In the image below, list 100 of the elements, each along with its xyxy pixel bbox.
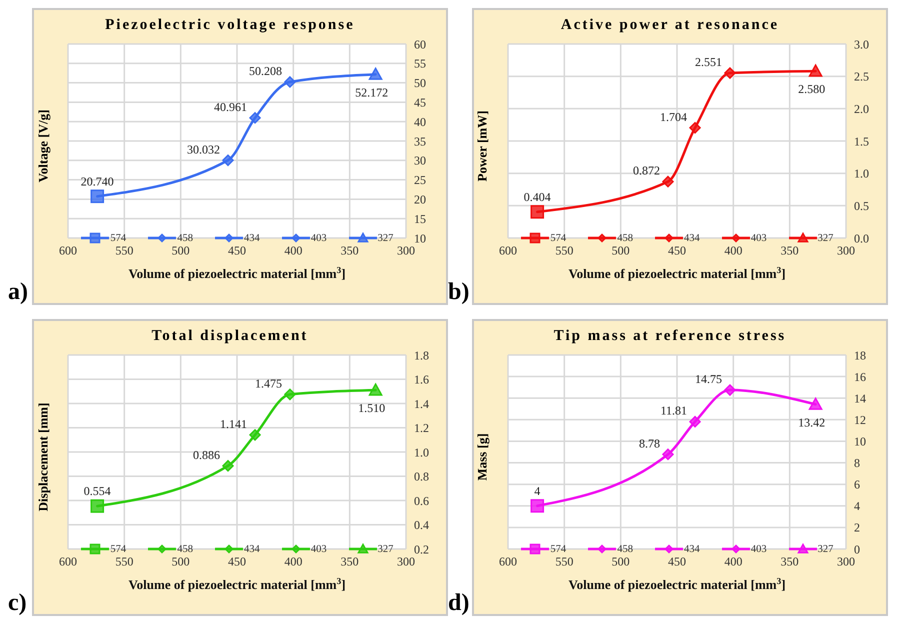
y-axis-title: Voltage [V/g]: [34, 110, 51, 182]
x-tick-label: 500: [612, 244, 630, 258]
point: [368, 383, 382, 396]
data-label: 4: [534, 484, 540, 498]
data-label: 30.032: [186, 142, 220, 156]
x-tick-label: 500: [172, 244, 190, 258]
x-tick-label: 350: [340, 554, 359, 569]
text: b): [448, 279, 470, 305]
y-tick-label: 1.4: [414, 396, 429, 411]
legend-label: 434: [684, 232, 700, 244]
y-tick-label: 1.5: [854, 134, 869, 148]
x-tick-label: 450: [668, 554, 686, 569]
data-label: 1.475: [254, 376, 282, 390]
legend-label: 327: [378, 544, 394, 554]
legend-label: 403: [750, 544, 767, 554]
y-tick-label: 0.8: [414, 470, 429, 484]
legend-label: 327: [378, 232, 394, 244]
legend-label: 574: [550, 232, 566, 244]
y-axis-title: Displacement [mm]: [34, 402, 51, 512]
point: [808, 398, 822, 410]
y-tick-label: 20: [414, 192, 426, 206]
x-axis-title: Volume of piezoelectric material [mm$^{3}$]: [568, 265, 786, 281]
y-tick-label: 10: [414, 231, 426, 246]
y-tick-label: 25: [414, 173, 426, 188]
y-tick-label: 0.2: [414, 542, 429, 556]
text: c): [8, 590, 28, 616]
x-axis-title: Volume of piezoelectric material [mm$^{3}$]: [568, 576, 786, 592]
y-tick-label: 3.0: [854, 37, 869, 52]
x-tick-label: 450: [228, 244, 246, 258]
y-tick-label: 30: [414, 154, 426, 168]
legend-label: 403: [310, 544, 327, 554]
y-tick-label: 14: [854, 391, 866, 406]
x-tick-label: 300: [836, 244, 855, 258]
x-tick-label: 550: [555, 244, 574, 258]
y-axis-title: Mass [g]: [474, 433, 491, 481]
x-tick-label: 350: [340, 244, 359, 258]
chart-title: Total displacement: [150, 327, 310, 346]
data-label: 52.172: [354, 85, 388, 100]
y-tick-label: 18: [854, 348, 866, 362]
data-label: 20.740: [80, 174, 114, 188]
legend-label: 574: [110, 232, 126, 244]
y-tick-label: 4: [854, 499, 860, 514]
x-axis-title: Volume of piezoelectric material [mm$^{3}$]: [128, 576, 346, 592]
x-tick-label: 400: [724, 554, 742, 569]
point: [808, 64, 822, 77]
x-tick-label: 400: [724, 244, 742, 258]
legend-label: 403: [310, 232, 327, 244]
x-axis-title: Volume of piezoelectric material [mm$^{3}$]: [128, 265, 346, 281]
x-tick-label: 350: [780, 554, 799, 569]
data-label: 0.886: [192, 448, 220, 462]
data-label: 50.208: [248, 64, 282, 78]
legend-label: 434: [684, 544, 700, 554]
point: [284, 76, 296, 88]
y-tick-label: 16: [854, 370, 866, 384]
data-label: 1.510: [358, 401, 385, 416]
point: [284, 388, 296, 400]
legend-label: 458: [617, 544, 633, 554]
x-tick-label: 500: [172, 554, 190, 569]
data-label: 1.704: [660, 110, 687, 124]
legend-label: 434: [244, 544, 260, 554]
point: [724, 384, 736, 396]
y-tick-label: 6: [854, 478, 860, 492]
point: [530, 205, 544, 219]
y-tick-label: 55: [414, 56, 426, 71]
data-label: 2.551: [694, 55, 722, 70]
chart-title: Tip mass at reference stress: [552, 327, 788, 346]
data-label: 14.75: [694, 372, 722, 386]
point: [368, 68, 382, 80]
x-tick-label: 550: [555, 554, 574, 569]
y-tick-label: 10: [854, 434, 866, 448]
y-tick-label: 1.0: [854, 166, 869, 181]
y-tick-label: 1.2: [414, 421, 429, 436]
y-tick-label: 45: [414, 95, 426, 110]
legend-label: 458: [177, 232, 193, 244]
data-label: 1.141: [220, 416, 247, 431]
x-tick-label: 550: [115, 554, 134, 569]
data-label: 13.42: [798, 415, 825, 430]
x-tick-label: 550: [115, 244, 134, 258]
y-axis-title: Power [mW]: [474, 110, 491, 182]
y-tick-label: 0: [854, 542, 860, 556]
text: a): [8, 279, 29, 305]
y-tick-label: 12: [854, 412, 866, 427]
y-tick-label: 40: [414, 114, 426, 129]
legend-label: 403: [750, 232, 767, 244]
x-tick-label: 600: [58, 554, 77, 569]
point: [724, 67, 736, 79]
x-tick-label: 300: [396, 244, 415, 258]
data-label: 0.404: [524, 190, 551, 204]
data-label: 0.554: [84, 484, 111, 498]
x-tick-label: 300: [836, 554, 855, 569]
y-tick-label: 1.6: [414, 372, 429, 387]
y-tick-label: 2.0: [854, 102, 869, 116]
x-tick-label: 600: [498, 554, 517, 569]
point: [662, 448, 674, 460]
y-tick-label: 8: [854, 456, 860, 470]
point: [222, 154, 234, 166]
y-tick-label: 2: [854, 520, 860, 535]
point: [90, 499, 104, 513]
y-tick-label: 0.5: [854, 198, 869, 213]
legend-label: 434: [244, 232, 260, 244]
